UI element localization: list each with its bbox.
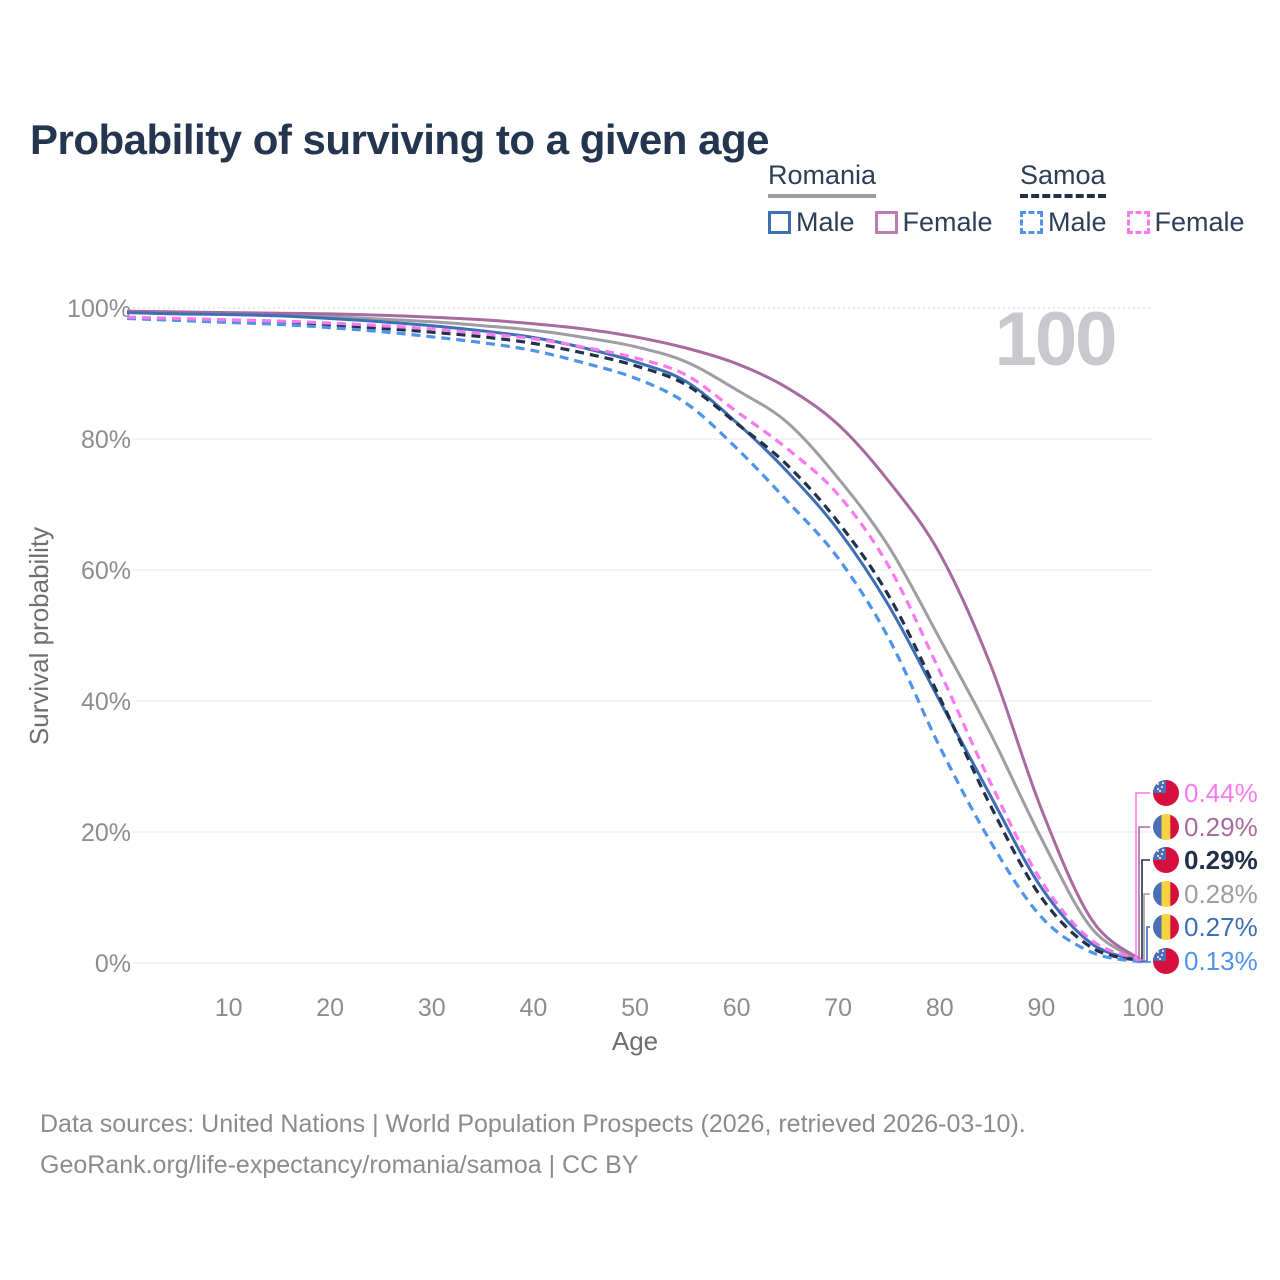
- flag-stripe: [1161, 881, 1171, 907]
- x-tick-label: 90: [1027, 994, 1055, 1022]
- romania-male-swatch-icon: [768, 211, 791, 234]
- flag-ro-icon: [1153, 914, 1179, 940]
- series-line-romania-male: [126, 311, 1144, 963]
- x-tick-label: 40: [519, 994, 547, 1022]
- flag-stripe: [1153, 814, 1162, 840]
- data-sources-line: Data sources: United Nations | World Pop…: [40, 1110, 1026, 1138]
- y-tick-label: 100%: [67, 295, 131, 323]
- series-line-romania: [126, 310, 1144, 963]
- end-value-label: 0.29%: [1184, 812, 1258, 842]
- x-tick-label: 20: [316, 994, 344, 1022]
- legend-country-romania[interactable]: Romania: [768, 160, 877, 198]
- flag-ws-icon: [1153, 780, 1179, 806]
- flag-ws-icon: [1153, 948, 1179, 974]
- flag-stripe: [1170, 814, 1179, 840]
- legend-item-samoa-female[interactable]: Female: [1126, 207, 1245, 238]
- series-line-samoa: [126, 316, 1144, 963]
- y-tick-label: 40%: [81, 688, 131, 716]
- x-tick-label: 30: [418, 994, 446, 1022]
- x-tick-label: 100: [1122, 994, 1164, 1022]
- leader-line: [1135, 792, 1150, 961]
- x-tick-label: 10: [215, 994, 243, 1022]
- x-axis-title: Age: [612, 1026, 658, 1056]
- flag-star: [1159, 857, 1161, 859]
- legend-item-romania-male[interactable]: Male: [768, 207, 855, 238]
- legend-item-romania-female[interactable]: Female: [874, 207, 993, 238]
- legend-label: Male: [1048, 207, 1107, 237]
- end-value-label: 0.13%: [1184, 946, 1258, 976]
- flag-stripe: [1161, 814, 1171, 840]
- end-value-label: 0.28%: [1184, 879, 1258, 909]
- flag-star: [1157, 783, 1159, 785]
- flag-star: [1162, 782, 1164, 784]
- flag-star: [1161, 954, 1163, 956]
- flag-star: [1157, 855, 1159, 857]
- flag-ro-icon: [1153, 814, 1179, 840]
- x-tick-label: 80: [926, 994, 954, 1022]
- flag-stripe: [1170, 881, 1179, 907]
- attribution-line: GeoRank.org/life-expectancy/romania/samo…: [40, 1151, 639, 1180]
- legend-group-romania: Romania Male Female: [768, 160, 993, 238]
- samoa-female-swatch-icon: [1126, 211, 1150, 234]
- leader-line: [1143, 926, 1150, 962]
- leader-line: [1141, 859, 1150, 962]
- leader-line: [1138, 826, 1150, 962]
- flag-stripe: [1153, 881, 1162, 907]
- legend-label: Female: [1154, 207, 1245, 237]
- flag-ws-icon: [1153, 847, 1179, 873]
- y-axis-title: Survival probability: [24, 527, 54, 745]
- y-tick-label: 20%: [81, 819, 131, 847]
- end-value-label: 0.44%: [1184, 778, 1258, 808]
- x-tick-label: 60: [723, 994, 751, 1022]
- legend-group-samoa: Samoa Male Female: [1020, 160, 1245, 238]
- legend-item-samoa-male[interactable]: Male: [1020, 207, 1107, 238]
- age-watermark: 100: [994, 297, 1118, 382]
- series-line-romania-female: [126, 309, 1144, 963]
- leader-line: [1143, 961, 1151, 963]
- flag-star: [1159, 958, 1161, 960]
- series-line-samoa-male: [126, 316, 1144, 964]
- flag-star: [1161, 786, 1163, 788]
- legend-country-samoa[interactable]: Samoa: [1020, 160, 1106, 198]
- end-value-label: 0.27%: [1184, 912, 1258, 942]
- flag-star: [1161, 853, 1163, 855]
- end-value-label: 0.29%: [1184, 845, 1258, 875]
- x-tick-label: 70: [824, 994, 852, 1022]
- legend-label: Female: [902, 207, 993, 237]
- x-tick-label: 50: [621, 994, 649, 1022]
- flag-star: [1157, 956, 1159, 958]
- y-tick-label: 0%: [95, 950, 131, 978]
- y-tick-label: 60%: [81, 557, 131, 585]
- flag-stripe: [1170, 914, 1179, 940]
- flag-ro-icon: [1153, 881, 1179, 907]
- romania-female-swatch-icon: [874, 211, 898, 234]
- survival-chart: 0% 20% 40% 60% 80% 100% 10 20 30 40 50 60 70 80 90 100 A…: [24, 295, 1258, 1056]
- samoa-male-swatch-icon: [1020, 211, 1043, 234]
- series-line-samoa-female: [126, 315, 1144, 962]
- flag-star: [1162, 849, 1164, 851]
- flag-star: [1162, 950, 1164, 952]
- page-title: Probability of surviving to a given age: [30, 116, 769, 164]
- flag-star: [1159, 790, 1161, 792]
- flag-star: [1157, 788, 1159, 790]
- flag-star: [1157, 850, 1159, 852]
- flag-stripe: [1161, 914, 1171, 940]
- y-tick-label: 80%: [81, 426, 131, 454]
- flag-stripe: [1153, 914, 1162, 940]
- footer: Data sources: United Nations | World Pop…: [40, 1104, 1026, 1187]
- flag-star: [1157, 951, 1159, 953]
- legend-label: Male: [796, 207, 855, 237]
